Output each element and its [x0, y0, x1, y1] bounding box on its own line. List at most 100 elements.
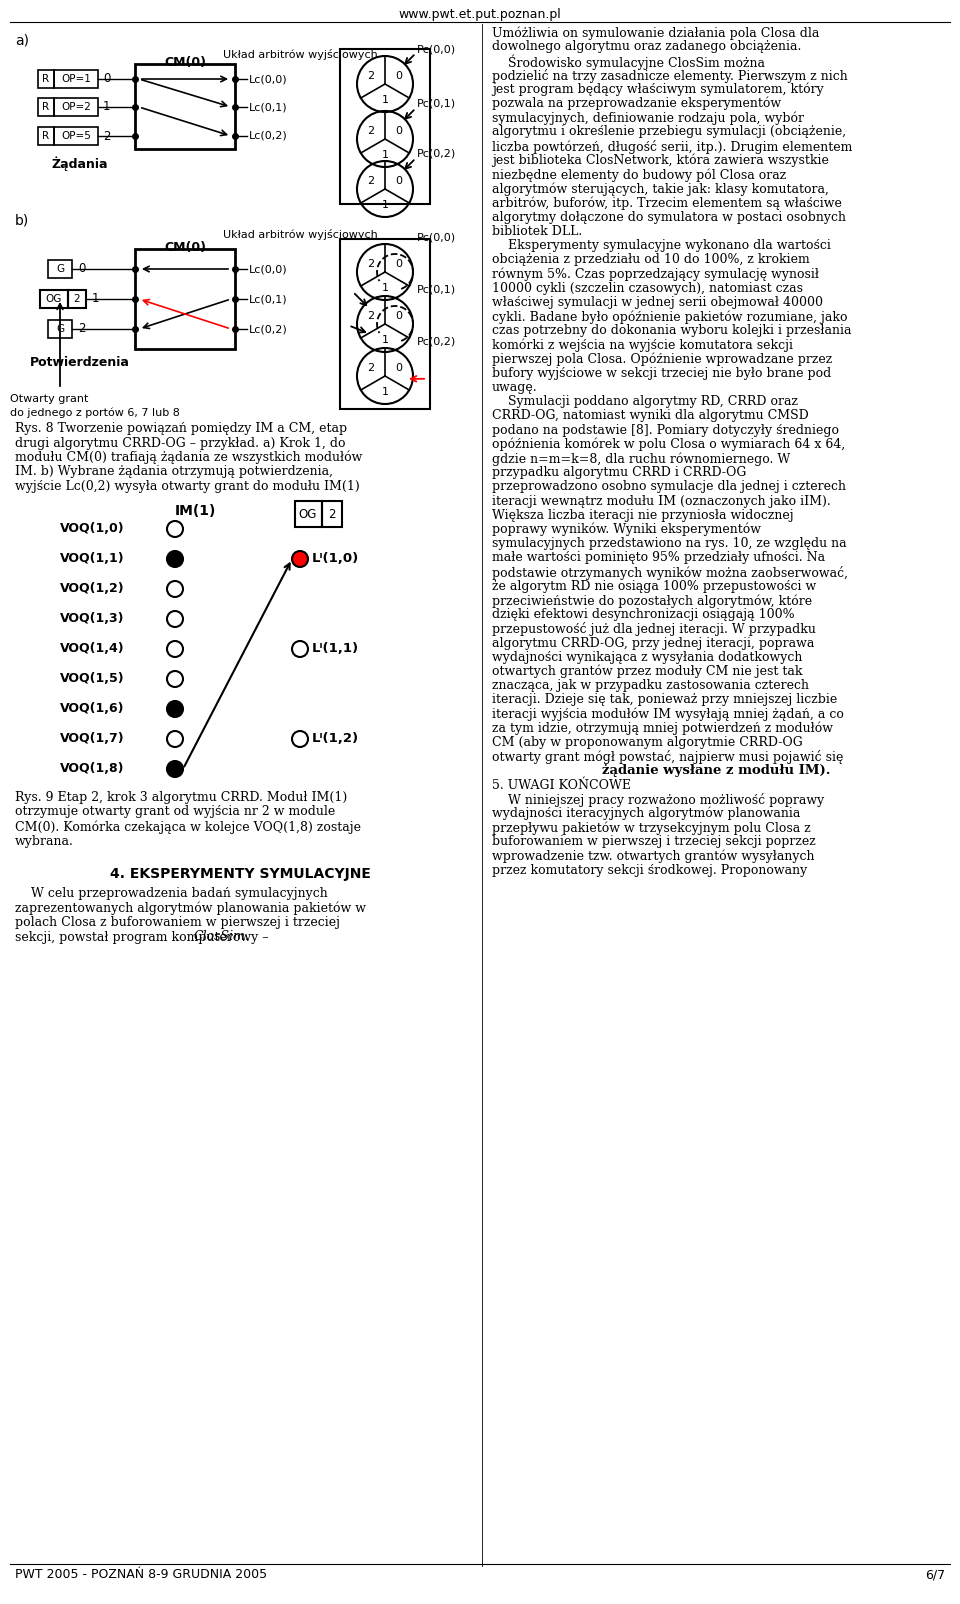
- Text: wybrana.: wybrana.: [15, 834, 74, 847]
- Text: bibliotek DLL.: bibliotek DLL.: [492, 225, 583, 237]
- Bar: [340, 239, 430, 409]
- Circle shape: [167, 642, 183, 658]
- Text: 0: 0: [78, 263, 85, 276]
- Text: G: G: [56, 265, 64, 274]
- Text: wydajności iteracyjnych algorytmów planowania: wydajności iteracyjnych algorytmów plano…: [492, 807, 801, 821]
- Bar: [68, 290, 86, 308]
- Circle shape: [292, 731, 308, 747]
- Text: 6/7: 6/7: [924, 1569, 945, 1582]
- Text: 4. EKSPERYMENTY SYMULACYJNE: 4. EKSPERYMENTY SYMULACYJNE: [109, 868, 371, 881]
- Text: bufory wyjściowe w sekcji trzeciej nie było brane pod: bufory wyjściowe w sekcji trzeciej nie b…: [492, 367, 831, 380]
- Text: 0: 0: [396, 176, 402, 186]
- Text: OG: OG: [46, 294, 62, 305]
- Bar: [135, 64, 235, 149]
- Circle shape: [292, 642, 308, 658]
- Text: 1: 1: [92, 292, 100, 305]
- Text: Układ arbitrów wyjściowych: Układ arbitrów wyjściowych: [223, 229, 377, 241]
- Text: VOQ(1,7): VOQ(1,7): [60, 733, 125, 746]
- Text: znacząca, jak w przypadku zastosowania czterech: znacząca, jak w przypadku zastosowania c…: [492, 678, 809, 693]
- Text: iteracji wewnątrz modułu IM (oznaczonych jako iIM).: iteracji wewnątrz modułu IM (oznaczonych…: [492, 494, 830, 507]
- Text: przypadku algorytmu CRRD i CRRD-OG: przypadku algorytmu CRRD i CRRD-OG: [492, 467, 746, 480]
- Bar: [54, 98, 98, 115]
- Text: Lᴄ(0,1): Lᴄ(0,1): [249, 103, 288, 112]
- Text: OP=1: OP=1: [61, 74, 91, 83]
- Text: otrzymuje otwarty grant od wyjścia nr 2 w module: otrzymuje otwarty grant od wyjścia nr 2 …: [15, 805, 335, 818]
- Circle shape: [167, 611, 183, 627]
- Text: podano na podstawie [8]. Pomiary dotyczyły średniego: podano na podstawie [8]. Pomiary dotyczy…: [492, 423, 839, 436]
- Text: jest program będący właściwym symulatorem, który: jest program będący właściwym symulatore…: [492, 83, 824, 96]
- Circle shape: [167, 731, 183, 747]
- Text: IM. b) Wybrane żądania otrzymują potwierdzenia,: IM. b) Wybrane żądania otrzymują potwier…: [15, 465, 333, 478]
- Text: czas potrzebny do dokonania wyboru kolejki i przesłania: czas potrzebny do dokonania wyboru kolej…: [492, 324, 852, 337]
- Text: 2: 2: [328, 507, 336, 521]
- Text: Rys. 9 Etap 2, krok 3 algorytmu CRRD. Moduł IM(1): Rys. 9 Etap 2, krok 3 algorytmu CRRD. Mo…: [15, 791, 348, 804]
- Text: komórki z wejścia na wyjście komutatora sekcji: komórki z wejścia na wyjście komutatora …: [492, 338, 793, 351]
- Text: 1: 1: [381, 284, 389, 294]
- Text: 1: 1: [381, 387, 389, 398]
- Text: sekcji, powstał program komputerowy –: sekcji, powstał program komputerowy –: [15, 930, 273, 943]
- Text: 0: 0: [396, 311, 402, 321]
- Text: cykli. Badane było opóźnienie pakietów rozumiane, jako: cykli. Badane było opóźnienie pakietów r…: [492, 310, 848, 324]
- Text: Środowisko symulacyjne ClosSim można: Środowisko symulacyjne ClosSim można: [492, 55, 765, 71]
- Text: VOQ(1,4): VOQ(1,4): [60, 643, 125, 656]
- Text: otwartych grantów przez moduły CM nie jest tak: otwartych grantów przez moduły CM nie je…: [492, 666, 803, 678]
- Text: R: R: [42, 103, 50, 112]
- Text: dowolnego algorytmu oraz zadanego obciążenia.: dowolnego algorytmu oraz zadanego obciąż…: [492, 40, 802, 53]
- Text: VOQ(1,0): VOQ(1,0): [60, 523, 125, 536]
- Text: R: R: [42, 132, 50, 141]
- Text: Pᴄ(0,2): Pᴄ(0,2): [417, 149, 456, 159]
- Text: poprawy wyników. Wyniki eksperymentów: poprawy wyników. Wyniki eksperymentów: [492, 523, 761, 536]
- Text: W niniejszej pracy rozważono możliwość poprawy: W niniejszej pracy rozważono możliwość p…: [492, 792, 825, 807]
- Text: 1: 1: [381, 95, 389, 106]
- Text: 1: 1: [103, 101, 110, 114]
- Text: Lᴵ(1,2): Lᴵ(1,2): [312, 733, 359, 746]
- Text: Pᴄ(0,0): Pᴄ(0,0): [417, 43, 456, 55]
- Text: polach Closa z buforowaniem w pierwszej i trzeciej: polach Closa z buforowaniem w pierwszej …: [15, 916, 340, 929]
- Text: 2: 2: [368, 363, 374, 372]
- Text: 1: 1: [381, 200, 389, 210]
- Text: podstawie otrzymanych wyników można zaobserwować,: podstawie otrzymanych wyników można zaob…: [492, 566, 848, 579]
- Text: przez komutatory sekcji środkowej. Proponowany: przez komutatory sekcji środkowej. Propo…: [492, 865, 807, 877]
- Text: uwagę.: uwagę.: [492, 382, 538, 395]
- Text: W celu przeprowadzenia badań symulacyjnych: W celu przeprowadzenia badań symulacyjny…: [15, 887, 327, 900]
- Text: wprowadzenie tzw. otwartych grantów wysyłanych: wprowadzenie tzw. otwartych grantów wysy…: [492, 850, 814, 863]
- Text: 1: 1: [381, 151, 389, 160]
- Bar: [54, 71, 98, 88]
- Text: VOQ(1,6): VOQ(1,6): [60, 703, 125, 715]
- Text: 2: 2: [368, 311, 374, 321]
- Text: przeciwieństwie do pozostałych algorytmów, które: przeciwieństwie do pozostałych algorytmó…: [492, 593, 812, 608]
- Text: G: G: [56, 324, 64, 334]
- Bar: [38, 98, 54, 115]
- Text: żądanie wysłane z modułu IM).: żądanie wysłane z modułu IM).: [602, 765, 830, 778]
- Bar: [135, 249, 235, 350]
- Text: arbitrów, buforów, itp. Trzecim elementem są właściwe: arbitrów, buforów, itp. Trzecim elemente…: [492, 196, 842, 210]
- Text: Potwierdzenia: Potwierdzenia: [30, 356, 130, 369]
- Text: Układ arbitrów wyjściowych: Układ arbitrów wyjściowych: [223, 50, 377, 59]
- Circle shape: [167, 521, 183, 537]
- Text: przepustowość już dla jednej iteracji. W przypadku: przepustowość już dla jednej iteracji. W…: [492, 622, 816, 637]
- Text: 0: 0: [396, 258, 402, 269]
- Text: do jednego z portów 6, 7 lub 8: do jednego z portów 6, 7 lub 8: [10, 407, 180, 419]
- Text: 2: 2: [368, 258, 374, 269]
- Text: Lᴄ(0,1): Lᴄ(0,1): [249, 294, 288, 305]
- Text: VOQ(1,3): VOQ(1,3): [60, 613, 125, 626]
- Text: VOQ(1,1): VOQ(1,1): [60, 552, 125, 566]
- Bar: [48, 321, 72, 338]
- Text: 0: 0: [396, 363, 402, 372]
- Text: a): a): [15, 34, 29, 48]
- Text: przepływu pakietów w trzysekcyjnym polu Closa z: przepływu pakietów w trzysekcyjnym polu …: [492, 821, 811, 834]
- Bar: [38, 71, 54, 88]
- Text: IM(1): IM(1): [175, 504, 216, 518]
- Text: 2: 2: [103, 130, 110, 143]
- Text: 0: 0: [396, 125, 402, 136]
- Text: pozwala na przeprowadzanie eksperymentów: pozwala na przeprowadzanie eksperymentów: [492, 96, 781, 111]
- Text: jest biblioteka ClosNetwork, która zawiera wszystkie: jest biblioteka ClosNetwork, która zawie…: [492, 154, 828, 167]
- Text: 2: 2: [368, 176, 374, 186]
- Text: pierwszej pola Closa. Opóźnienie wprowadzane przez: pierwszej pola Closa. Opóźnienie wprowad…: [492, 353, 832, 366]
- Text: 2: 2: [74, 294, 81, 305]
- Text: małe wartości pominięto 95% przedziały ufności. Na: małe wartości pominięto 95% przedziały u…: [492, 552, 826, 565]
- Text: obciążenia z przedziału od 10 do 100%, z krokiem: obciążenia z przedziału od 10 do 100%, z…: [492, 253, 809, 266]
- Text: 0: 0: [103, 72, 110, 85]
- Circle shape: [292, 552, 308, 566]
- Text: wydajności wynikająca z wysyłania dodatkowych: wydajności wynikająca z wysyłania dodatk…: [492, 651, 803, 664]
